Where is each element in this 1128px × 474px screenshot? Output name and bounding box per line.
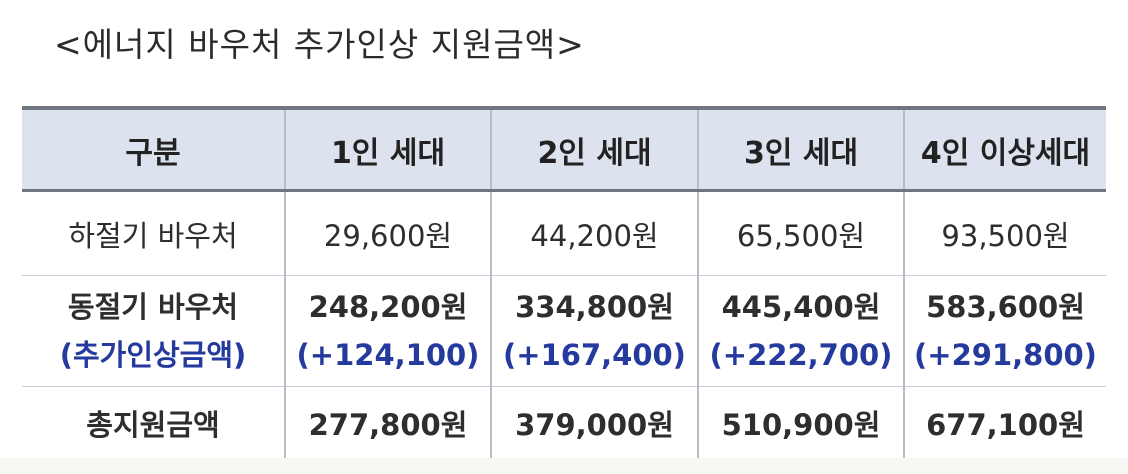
total-3-person: 510,900원	[697, 386, 904, 462]
winter-2-person-cell: 334,800원 (+167,400)	[490, 275, 698, 387]
winter-4-plus-person: 583,600원	[926, 290, 1085, 324]
header-2-person: 2인 세대	[490, 106, 698, 192]
table-row-total: 총지원금액 277,800원 379,000원 510,900원 677,100…	[22, 386, 1106, 462]
header-1-person: 1인 세대	[284, 106, 491, 192]
row-label-total: 총지원금액	[22, 386, 285, 462]
page-title: <에너지 바우처 추가인상 지원금액>	[54, 25, 585, 64]
total-4-plus-person: 677,100원	[903, 386, 1106, 462]
winter-2-person: 334,800원	[515, 290, 674, 324]
voucher-table: 구분 1인 세대 2인 세대 3인 세대 4인 이상세대 하절기 바우처 29,…	[22, 106, 1106, 462]
header-3-person: 3인 세대	[697, 106, 904, 192]
increase-4-plus-person: (+291,800)	[914, 338, 1097, 372]
winter-1-person-cell: 248,200원 (+124,100)	[284, 275, 491, 387]
row-label-summer: 하절기 바우처	[22, 190, 285, 276]
total-1-person: 277,800원	[284, 386, 491, 462]
header-category: 구분	[22, 106, 285, 192]
winter-4-plus-person-cell: 583,600원 (+291,800)	[903, 275, 1106, 387]
total-2-person: 379,000원	[490, 386, 698, 462]
summer-1-person: 29,600원	[284, 190, 491, 276]
table-row-winter: 동절기 바우처 (추가인상금액) 248,200원 (+124,100) 334…	[22, 275, 1106, 387]
winter-3-person-cell: 445,400원 (+222,700)	[697, 275, 904, 387]
header-row: 구분 1인 세대 2인 세대 3인 세대 4인 이상세대	[22, 106, 1106, 192]
table-row-summer: 하절기 바우처 29,600원 44,200원 65,500원 93,500원	[22, 190, 1106, 276]
summer-2-person: 44,200원	[490, 190, 698, 276]
row-label-winter: 동절기 바우처	[67, 290, 239, 324]
row-label-winter-cell: 동절기 바우처 (추가인상금액)	[22, 275, 285, 387]
winter-1-person: 248,200원	[308, 290, 468, 324]
summer-4-plus-person: 93,500원	[903, 190, 1106, 276]
bottom-band	[0, 458, 1128, 474]
winter-3-person: 445,400원	[721, 290, 881, 324]
increase-3-person: (+222,700)	[709, 338, 893, 372]
increase-1-person: (+124,100)	[296, 338, 480, 372]
increase-2-person: (+167,400)	[503, 338, 686, 372]
row-sublabel-increase: (추가인상금액)	[59, 338, 247, 372]
summer-3-person: 65,500원	[697, 190, 904, 276]
header-4-plus-person: 4인 이상세대	[903, 106, 1106, 192]
